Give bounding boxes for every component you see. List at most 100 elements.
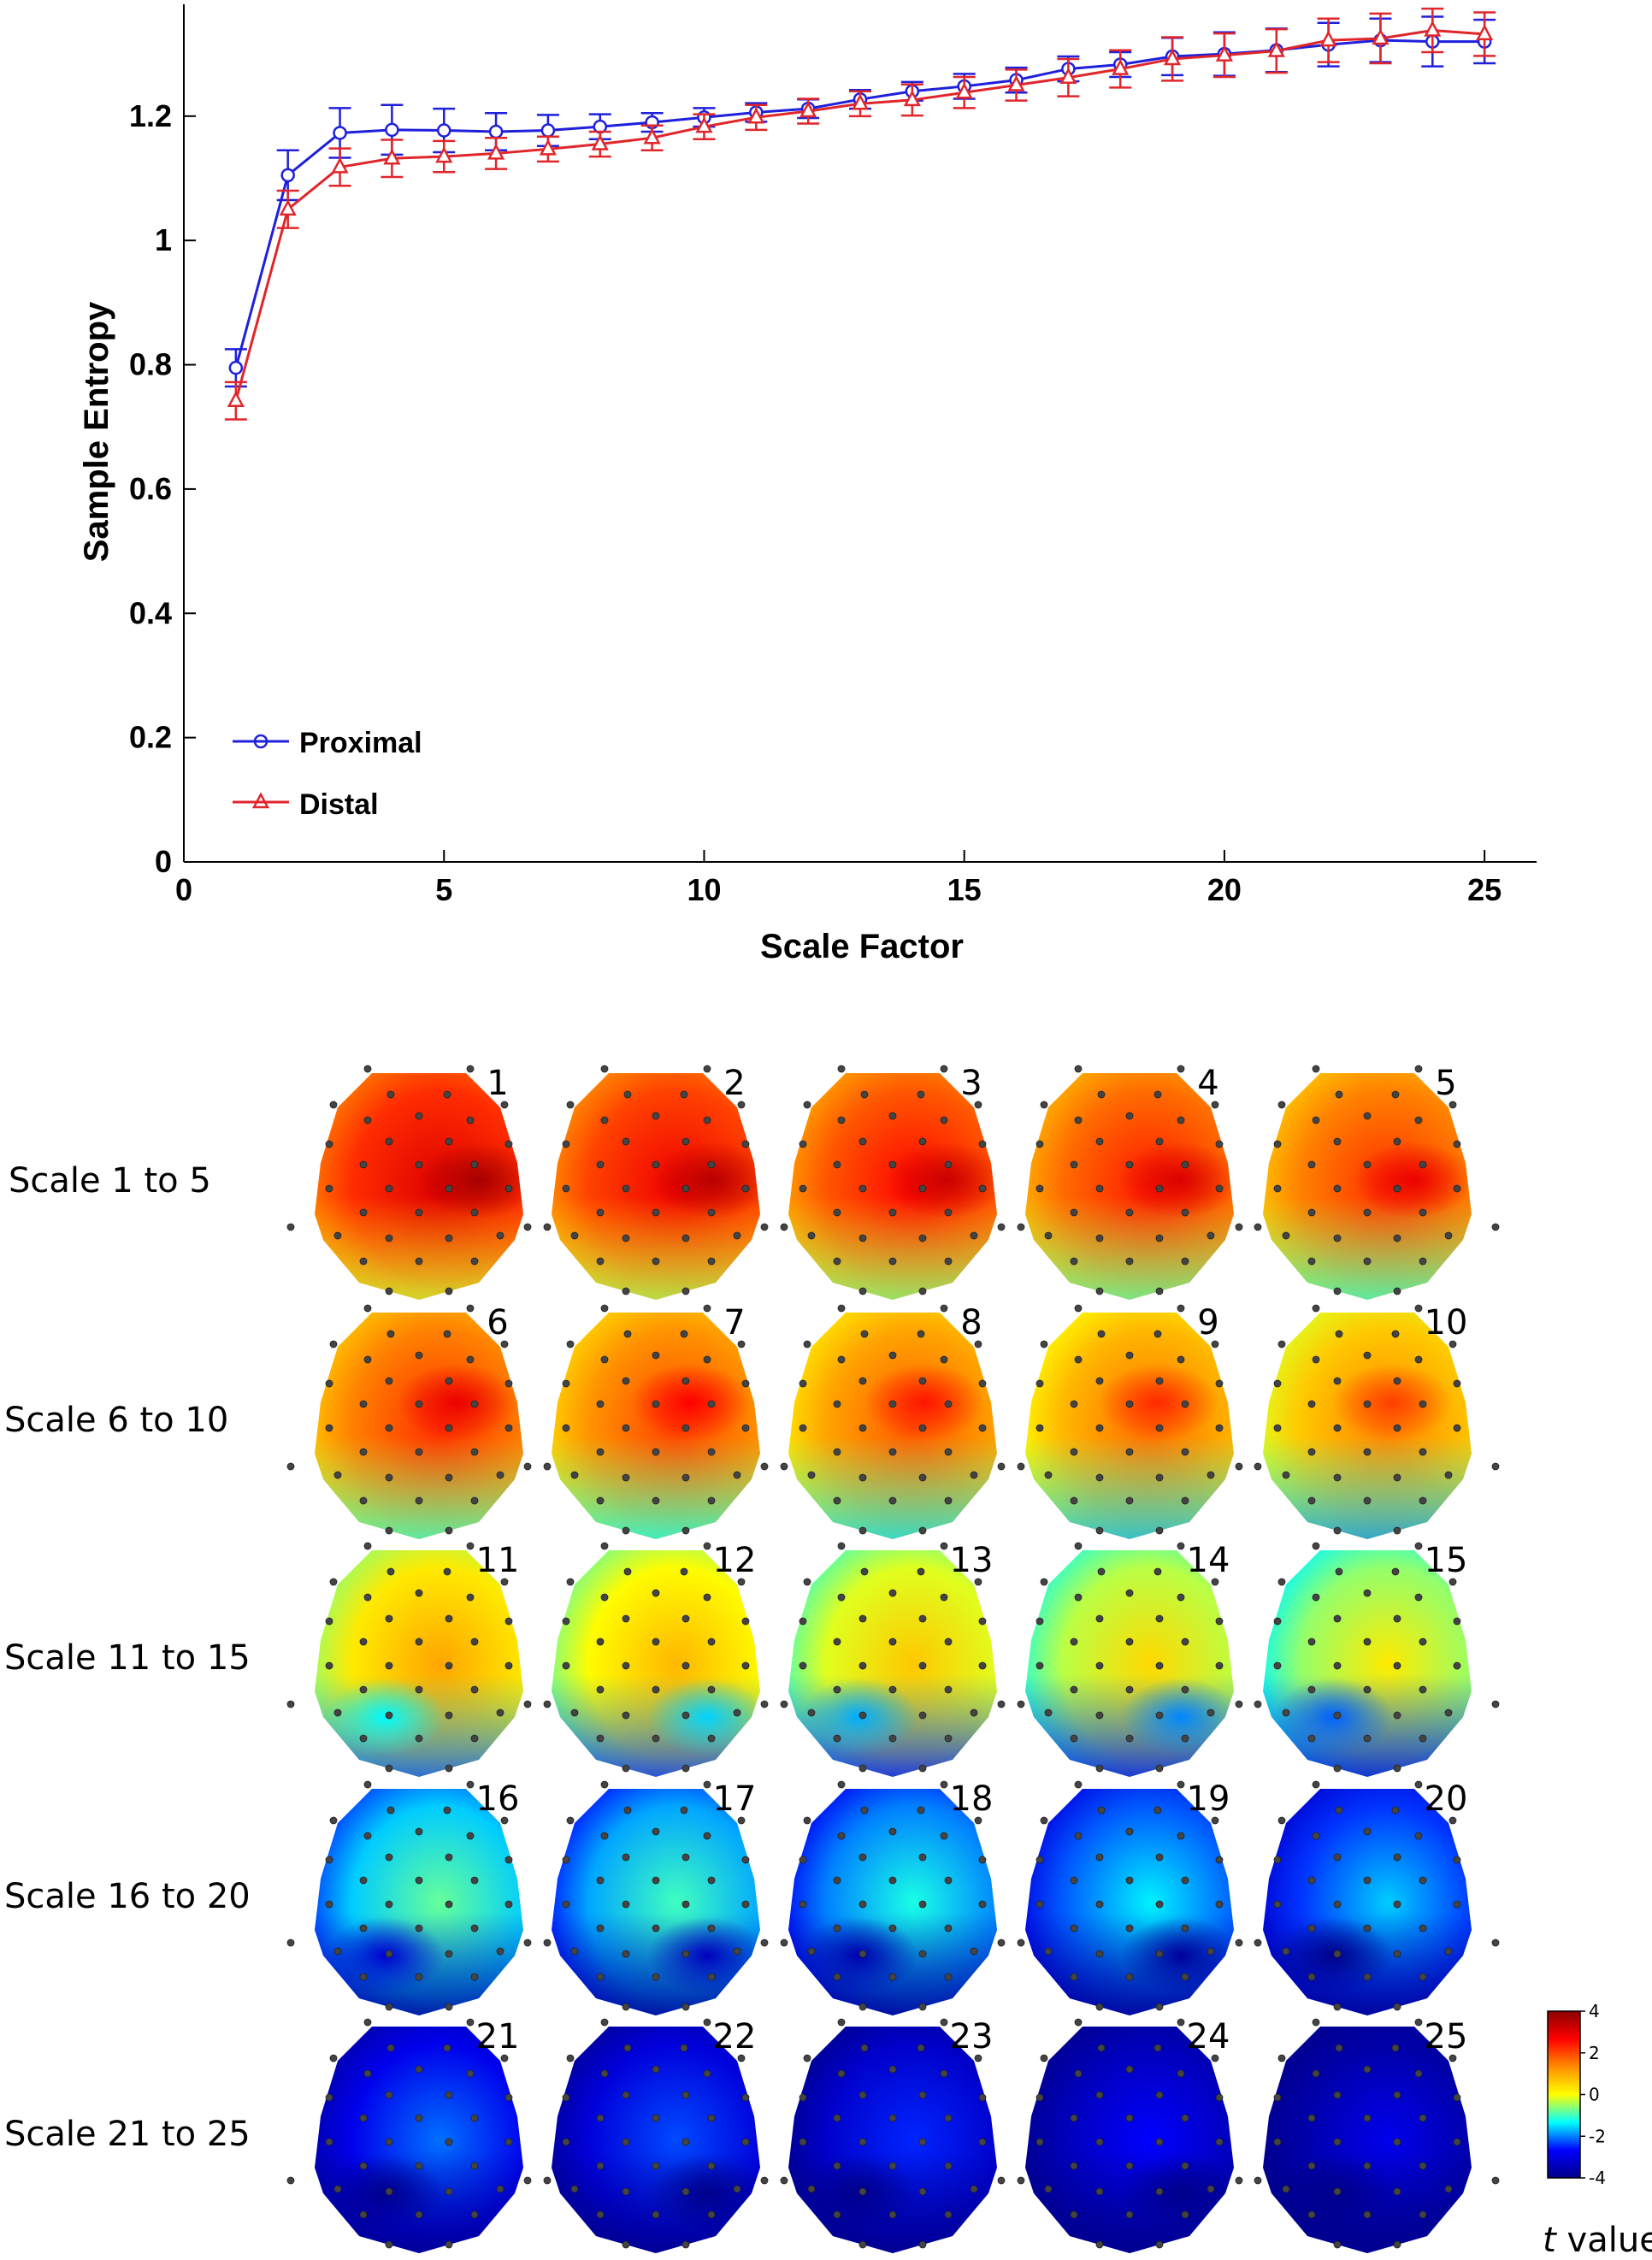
electrode-dot — [562, 1617, 570, 1626]
electrode-dot — [1393, 1473, 1401, 1482]
electrode-dot — [1074, 1304, 1083, 1313]
electrode-dot — [681, 2003, 690, 2011]
distal-point — [331, 156, 349, 174]
row-label: Scale 1 to 5 — [9, 1161, 211, 1201]
electrode-dot — [1335, 1330, 1343, 1338]
electrode-dot — [799, 1856, 807, 1864]
electrode-dot — [1070, 1637, 1078, 1646]
electrode-dot — [1035, 1379, 1044, 1388]
electrode-dot — [944, 1876, 953, 1885]
electrode-dot — [707, 2114, 716, 2122]
electrode-dot — [385, 1473, 393, 1482]
electrode-dot — [445, 1661, 453, 1670]
electrode-dot — [1448, 1816, 1457, 1825]
electrode-dot — [652, 1257, 660, 1266]
electrode-dot — [445, 2091, 453, 2099]
scale-number: 24 — [1187, 2017, 1230, 2056]
electrode-dot — [944, 2162, 953, 2170]
electrode-dot — [974, 1100, 982, 1109]
electrode-dot — [1333, 2138, 1342, 2146]
electrode-dot — [1273, 1184, 1282, 1193]
electrode-dot — [570, 1947, 579, 1956]
electrode-dot — [363, 1593, 372, 1602]
electrode-dot — [944, 1685, 953, 1694]
electrode-dot — [858, 1614, 867, 1623]
electrode-dot — [1155, 1424, 1164, 1432]
electrode-dot — [681, 2138, 690, 2146]
electrode-dot — [1070, 1208, 1078, 1217]
electrode-dot — [325, 1856, 333, 1864]
distal-point — [695, 116, 713, 133]
electrode-dot — [1333, 1473, 1342, 1482]
electrode-dot — [600, 1542, 609, 1550]
electrode-dot — [681, 1661, 690, 1670]
electrode-dot — [733, 1947, 741, 1956]
electrode-dot — [1448, 1578, 1457, 1586]
distal-point — [1163, 49, 1182, 66]
electrode-dot — [1277, 1816, 1286, 1825]
electrode-dot — [1211, 1578, 1219, 1586]
electrode-dot — [385, 2003, 393, 2011]
activity-spot — [864, 1364, 984, 1441]
electrode-dot — [1312, 1832, 1320, 1840]
electrode-dot — [918, 1184, 927, 1193]
electrode-dot — [1312, 1593, 1320, 1602]
electrode-dot — [415, 1827, 423, 1836]
electrode-dot — [1070, 2114, 1078, 2122]
topomap-scale-8: 8 — [760, 1303, 1025, 1539]
electrode-dot — [445, 1287, 453, 1295]
distal-point — [799, 101, 817, 118]
electrode-dot — [1235, 1938, 1243, 1947]
electrode-dot — [385, 1377, 393, 1385]
electrode-dot — [652, 1734, 660, 1743]
electrode-dot — [1155, 1287, 1164, 1295]
electrode-dot — [562, 1900, 570, 1909]
electrode-dot — [997, 1700, 1006, 1708]
electrode-dot — [918, 2240, 927, 2249]
electrode-dot — [760, 1462, 769, 1471]
electrode-dot — [703, 2069, 711, 2078]
electrode-dot — [359, 1208, 368, 1217]
electrode-dot — [860, 1567, 869, 1576]
electrode-dot — [470, 1257, 479, 1266]
electrode-dot — [1095, 1137, 1104, 1146]
topomap-scale-16: 16 — [286, 1779, 552, 2015]
electrode-dot — [1155, 1661, 1164, 1670]
electrode-dot — [325, 2138, 333, 2146]
electrode-dot — [1335, 1567, 1343, 1576]
electrode-dot — [1333, 1614, 1342, 1623]
electrode-dot — [833, 2210, 841, 2219]
colorbar-tick-label: -4 — [1589, 2168, 1606, 2188]
electrode-dot — [807, 1947, 816, 1956]
electrode-dot — [940, 1832, 948, 1840]
electrode-dot — [1017, 1223, 1025, 1231]
electrode-dot — [466, 1116, 475, 1124]
electrode-dot — [496, 2185, 504, 2193]
electrode-dot — [833, 1973, 841, 1981]
electrode-dot — [799, 2138, 807, 2146]
electrode-dot — [799, 1424, 807, 1432]
colorbar-tick-label: 2 — [1589, 2043, 1600, 2063]
electrode-dot — [1333, 1900, 1342, 1909]
electrode-dot — [543, 1700, 552, 1708]
electrode-dot — [807, 1708, 816, 1717]
electrode-dot — [833, 1496, 841, 1505]
electrode-dot — [681, 1234, 690, 1242]
electrode-dot — [1095, 1711, 1104, 1720]
electrode-dot — [359, 1400, 368, 1408]
distal-point — [591, 133, 609, 150]
electrode-dot — [1125, 2162, 1134, 2170]
electrode-dot — [1070, 1876, 1078, 1885]
electrode-dot — [1419, 2162, 1427, 2170]
electrode-dot — [652, 2162, 660, 2170]
electrode-dot — [415, 1589, 423, 1597]
electrode-dot — [1363, 1734, 1372, 1743]
electrode-dot — [1333, 1661, 1342, 1670]
electrode-dot — [681, 1950, 690, 1958]
electrode-dot — [1181, 1448, 1189, 1456]
electrode-dot — [622, 1234, 630, 1242]
electrode-dot — [329, 2054, 338, 2062]
electrode-dot — [445, 1853, 453, 1862]
electrode-dot — [760, 1223, 769, 1231]
electrode-dot — [707, 1734, 716, 1743]
